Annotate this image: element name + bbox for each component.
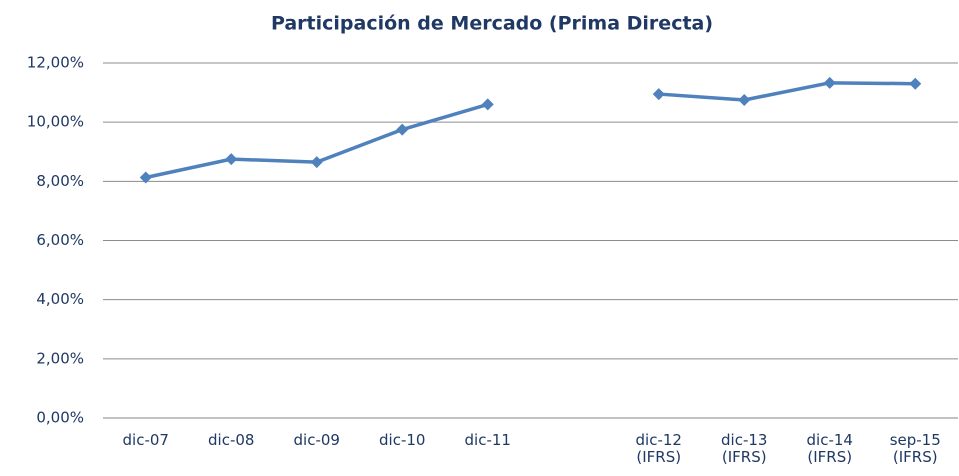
y-tick-label: 2,00%	[36, 349, 84, 367]
y-tick-label: 0,00%	[36, 409, 84, 427]
y-tick-label: 6,00%	[36, 231, 84, 249]
data-point	[396, 123, 409, 136]
chart-title: Participación de Mercado (Prima Directa)	[271, 13, 713, 35]
y-tick-label: 10,00%	[27, 113, 84, 131]
x-tick-label: dic-14 (IFRS)	[806, 431, 853, 466]
x-tick-label: dic-09	[293, 431, 340, 449]
series-line	[145, 81, 916, 180]
data-point	[909, 77, 922, 90]
x-tick-label: dic-07	[122, 431, 169, 449]
data-point	[738, 93, 751, 106]
data-point	[652, 88, 665, 101]
y-tick-label: 4,00%	[36, 290, 84, 308]
x-tick-label: dic-11	[464, 431, 511, 449]
x-tick-label: dic-13 (IFRS)	[721, 431, 768, 466]
x-tick-label: dic-12 (IFRS)	[635, 431, 682, 466]
y-tick-label: 12,00%	[27, 54, 84, 72]
data-point	[310, 156, 323, 169]
data-point	[481, 98, 494, 111]
y-tick-label: 8,00%	[36, 172, 84, 190]
x-tick-label: dic-08	[208, 431, 255, 449]
x-tick-label: dic-10	[379, 431, 426, 449]
data-point	[823, 76, 836, 89]
data-point	[225, 153, 238, 166]
data-point	[139, 171, 152, 184]
x-tick-label: sep-15 (IFRS)	[889, 431, 941, 466]
